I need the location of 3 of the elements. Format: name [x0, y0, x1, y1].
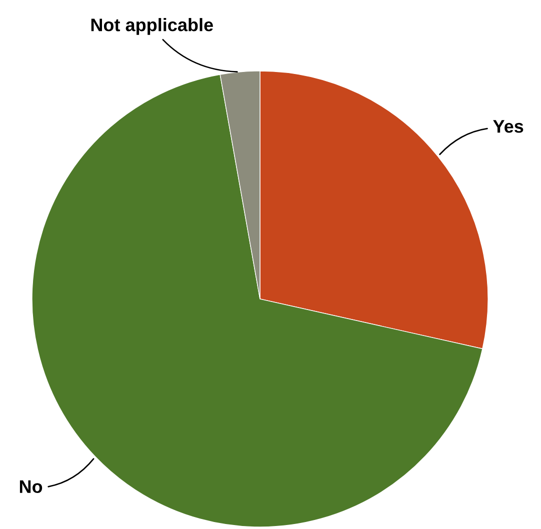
slice-label: Not applicable — [91, 18, 213, 35]
slice-label: No — [20, 480, 42, 494]
slice-label: Yes — [493, 120, 524, 133]
